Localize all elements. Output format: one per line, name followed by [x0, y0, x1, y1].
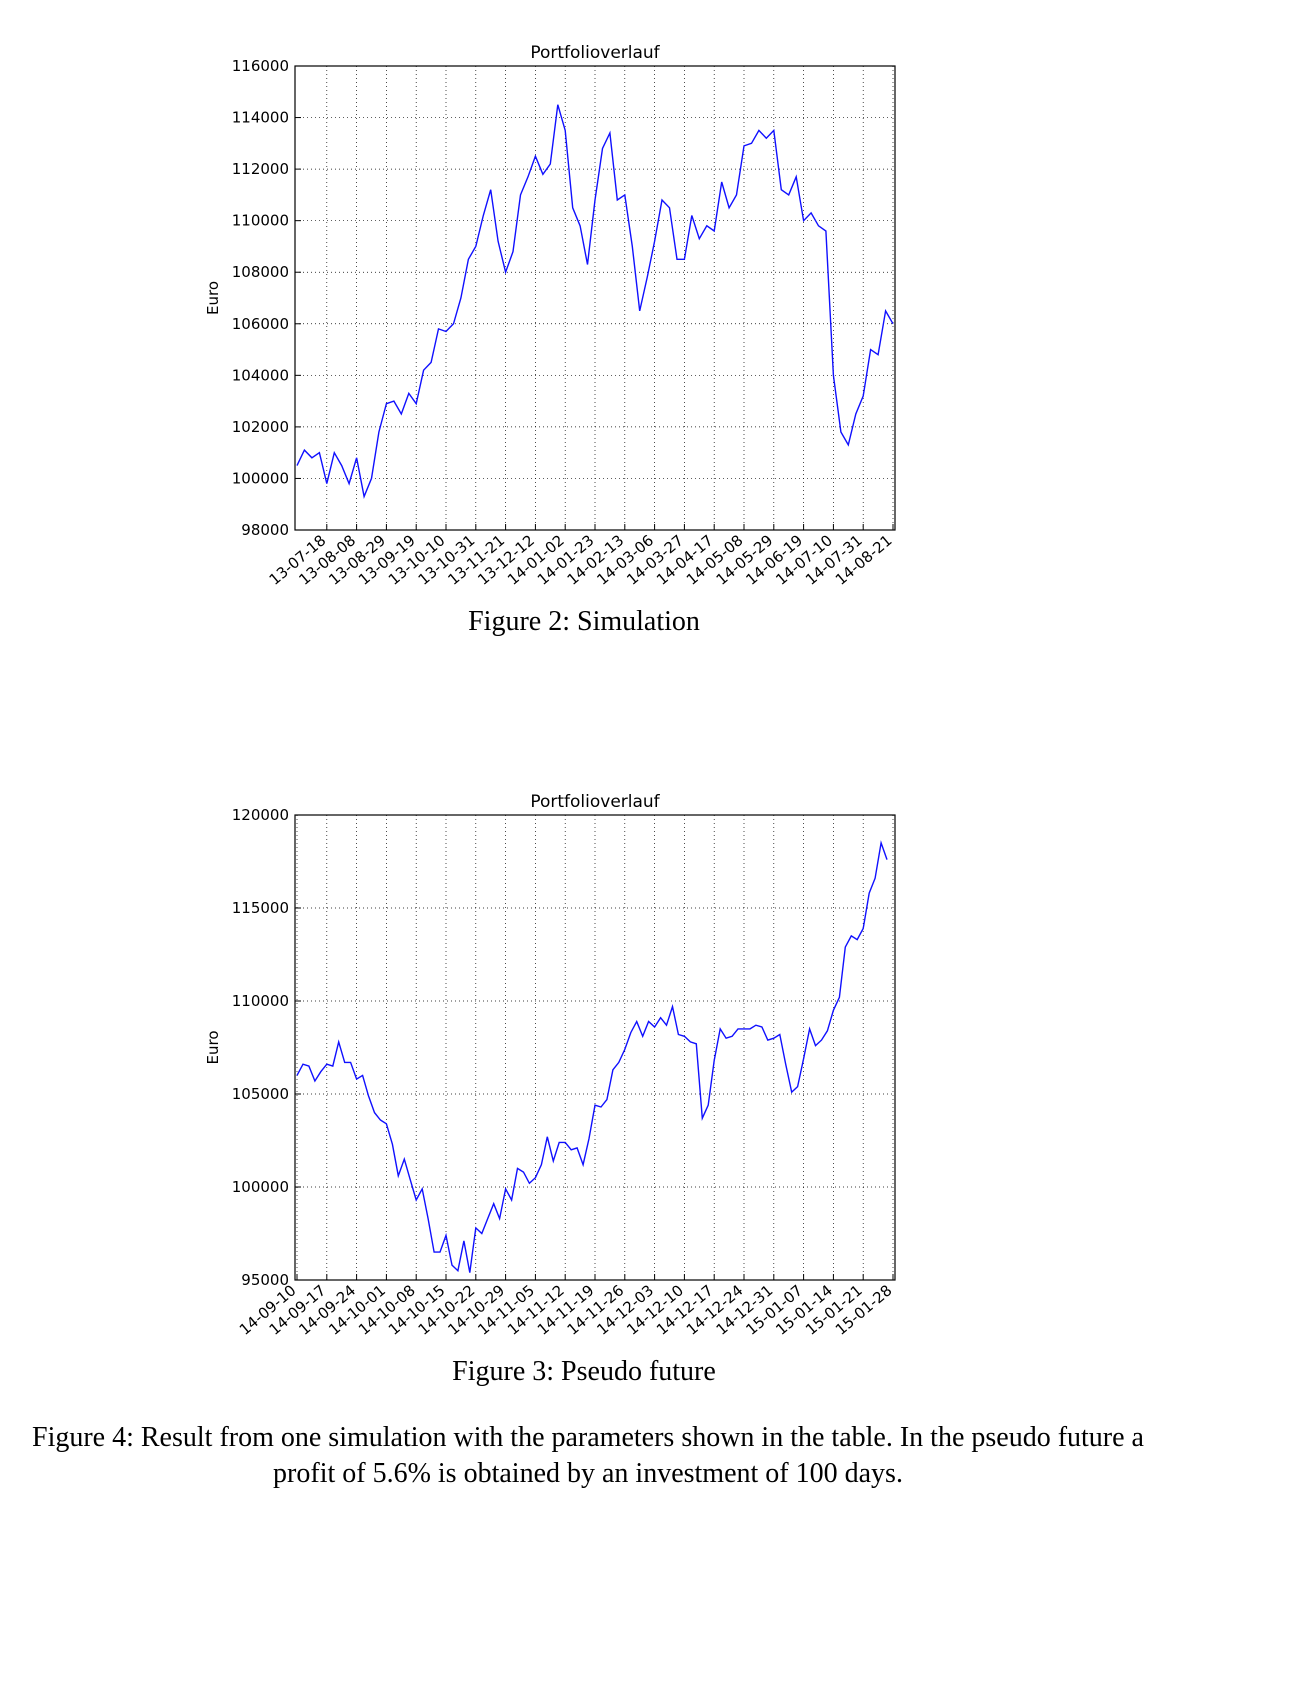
plot-frame: [294, 814, 896, 1281]
figure-caption: Figure 2: Simulation: [468, 606, 700, 637]
y-tick-label: 98000: [241, 521, 289, 539]
data-line: [296, 840, 888, 1273]
chart-title: Portfolioverlauf: [530, 43, 660, 63]
y-tick-label: 110000: [232, 212, 289, 230]
y-tick-label: 114000: [232, 109, 289, 127]
plot-frame: [294, 65, 896, 531]
data-line: [296, 104, 894, 499]
y-axis-label: Euro: [204, 281, 222, 315]
y-tick-label: 108000: [232, 263, 289, 281]
y-tick-label: 115000: [232, 899, 289, 917]
y-tick-label: 120000: [232, 806, 289, 824]
y-tick-label: 112000: [232, 160, 289, 178]
y-tick-label: 100000: [232, 1178, 289, 1196]
figure-caption: Figure 4: Result from one simulation wit…: [32, 1422, 1144, 1489]
y-tick-label: 105000: [232, 1085, 289, 1103]
y-tick-label: 95000: [241, 1271, 289, 1289]
y-tick-label: 106000: [232, 315, 289, 333]
figure: 98000 100000 102000 104000 106000 108000 11000…: [204, 43, 896, 1387]
y-tick-label: 104000: [232, 366, 289, 384]
chart-title: Portfolioverlauf: [530, 792, 660, 812]
y-tick-label: 100000: [232, 469, 289, 487]
figure-caption: Figure 3: Pseudo future: [452, 1356, 716, 1387]
y-tick-label: 110000: [232, 992, 289, 1010]
y-axis-label: Euro: [204, 1031, 222, 1065]
y-tick-label: 102000: [232, 418, 289, 436]
y-tick-label: 116000: [232, 57, 289, 75]
